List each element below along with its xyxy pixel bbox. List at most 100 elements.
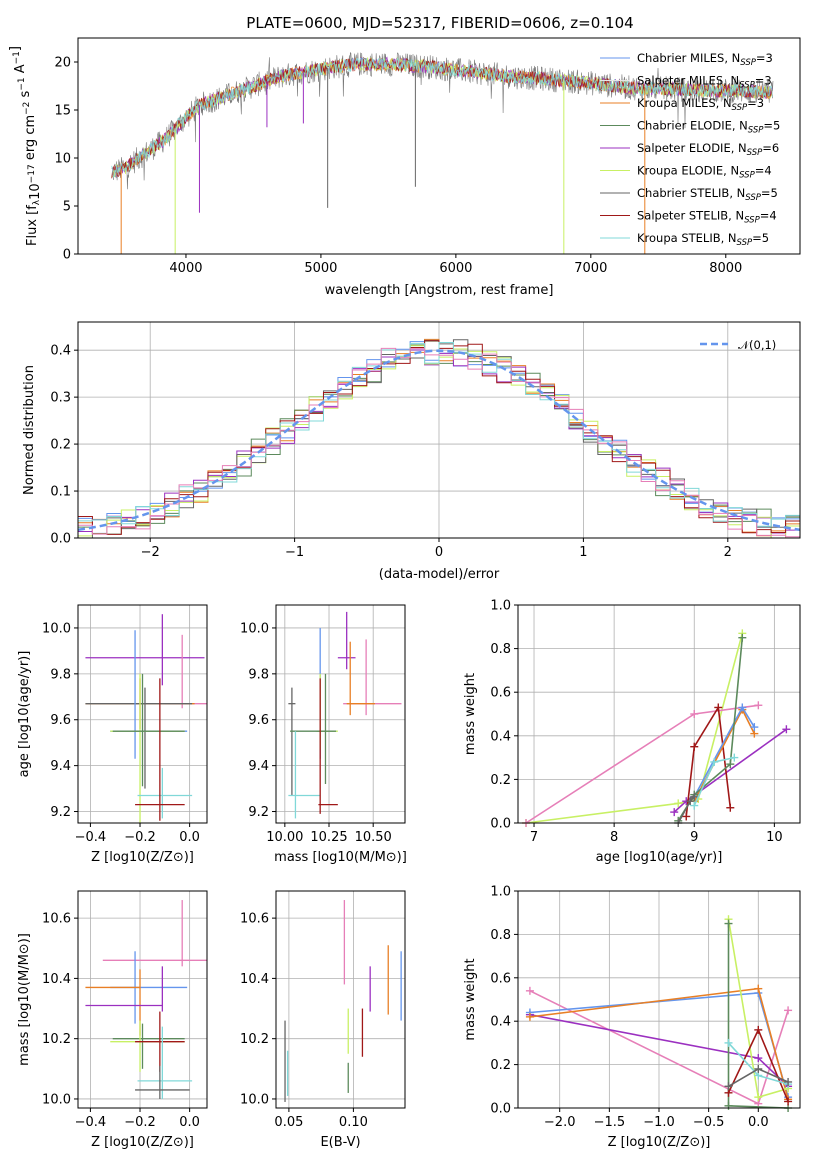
weight-marker [730, 753, 739, 762]
histogram-series [78, 342, 800, 527]
errorbar-point [85, 614, 205, 686]
y-tick-label: 10.2 [240, 1032, 269, 1047]
x-tick-label: −0.4 [75, 830, 107, 845]
weight-marker [724, 1038, 733, 1047]
x-tick-label: 10.00 [266, 830, 303, 845]
x-tick-label: 0.05 [274, 1115, 303, 1130]
legend-text-n: =5 [752, 231, 769, 245]
legend-text-main: Kroupa STELIB, N [637, 231, 737, 245]
y-tick-label: 9.8 [248, 667, 269, 682]
legend-text-n: =3 [747, 96, 764, 110]
y-tick-label: 10.0 [240, 1092, 269, 1107]
errorbar-point [110, 630, 188, 759]
legend-text-sub: SSP [745, 193, 761, 203]
weight-marker [690, 710, 699, 718]
x-tick-label: −0.4 [75, 1115, 107, 1130]
y-tick-label: 0.2 [50, 438, 71, 453]
legend-text-main: Chabrier STELIB, N [637, 186, 745, 200]
panel-residuals: −2 −1 0 1 2 0.0 0.1 0.2 0.3 0.4 (data-model)/error… [22, 321, 801, 582]
plot-area-z_vs_mass [85, 900, 207, 1099]
errorbar-point [290, 673, 337, 784]
legend-text-sub: SSP [739, 171, 755, 181]
x-tick-label: 0.0 [748, 1115, 769, 1130]
x-tick-label: −1 [285, 545, 304, 560]
weight-marker [784, 1097, 793, 1106]
weight-marker [754, 1054, 763, 1063]
y-axis-label: mass weight [463, 673, 478, 755]
errorbar-point [137, 1026, 193, 1099]
weight-marker [690, 801, 699, 810]
weight-marker [525, 1012, 534, 1021]
x-tick-label: 9 [690, 830, 698, 845]
weight-marker [682, 812, 691, 821]
weight-marker [754, 701, 763, 710]
legend-text-main: Salpeter MILES, N [637, 74, 739, 88]
y-tick-label: 0.0 [490, 817, 511, 832]
x-tick-label: −0.2 [124, 830, 156, 845]
y-axis-label-part: Flux [f [25, 205, 40, 246]
y-axis-label-part: erg cm [23, 115, 38, 164]
errorbar-point [164, 634, 207, 709]
panel-z_vs_mass: −0.4 −0.2 0.0 10.0 10.2 10.4 10.6 Z [log10(Z/Z⊙… [17, 890, 208, 1150]
errorbar-point [110, 1020, 185, 1072]
errorbar-point [318, 678, 338, 814]
panel-age_vs_weight: 7 8 9 10 0.0 0.2 0.4 0.6 0.8 1.0 age [log10(age/yr… [463, 599, 801, 865]
legend-text-main: Kroupa MILES, N [637, 96, 732, 110]
weight-marker [784, 1077, 793, 1086]
weight-marker [754, 1093, 763, 1102]
y-axis-label-part: −2 [22, 102, 32, 115]
axes-frame [275, 890, 406, 1109]
y-tick-label: 5 [63, 200, 71, 215]
errorbar-point [337, 611, 356, 670]
x-tick-label: −1.0 [643, 1115, 675, 1130]
y-axis-label-part: ] [8, 46, 23, 51]
x-tick-label: 5000 [304, 261, 337, 276]
legend-text-main: Chabrier ELODIE, N [637, 119, 748, 133]
legend-entry: Kroupa MILES, NSSP=3 [637, 96, 764, 113]
x-axis-label: E(B-V) [320, 1135, 360, 1150]
legend-text-n: =4 [760, 209, 777, 223]
x-tick-label: −1.5 [594, 1115, 626, 1130]
errorbar-point [135, 678, 185, 821]
legend-text-sub: SSP [747, 148, 763, 158]
weight-marker [724, 919, 733, 928]
y-tick-label: 10.0 [42, 1092, 71, 1107]
y-tick-label: 9.6 [50, 713, 71, 728]
x-tick-label: 6000 [439, 261, 472, 276]
plot-area-z_vs_weight [525, 915, 793, 1112]
x-tick-label: 1 [579, 545, 587, 560]
legend-entry: 𝒩(0,1) [738, 338, 776, 352]
legend-text-sub: SSP [739, 81, 755, 91]
x-axis-label: age [log10(age/yr)] [596, 850, 723, 865]
legend-entry: Chabrier STELIB, NSSP=5 [637, 186, 778, 203]
y-tick-label: 0.6 [490, 686, 511, 701]
x-tick-label: 0.10 [339, 1115, 368, 1130]
errorbar-point [135, 1011, 185, 1072]
weight-series-line [525, 704, 759, 824]
panel-mass_vs_age: 10.00 10.25 10.50 9.2 9.4 9.6 9.8 10.0 mass [log… [240, 604, 407, 865]
y-axis-label: age [log10(age/yr)] [17, 651, 32, 778]
legend-text-main: Chabrier MILES, N [637, 51, 740, 65]
weight-series-line [525, 633, 744, 824]
weight-marker [726, 760, 735, 769]
y-axis-label-part: A [13, 64, 28, 77]
weight-marker [724, 1082, 733, 1091]
x-tick-label: −0.2 [124, 1115, 156, 1130]
weight-marker [690, 792, 699, 801]
legend-entry: Chabrier ELODIE, NSSP=5 [637, 119, 780, 136]
errorbar-point [110, 673, 185, 823]
y-axis-label: Normed distribution [22, 365, 37, 495]
legend-entry: Salpeter MILES, NSSP=3 [637, 74, 772, 91]
weight-marker [674, 799, 683, 808]
x-axis-label: mass [log10(M/M⊙)] [274, 850, 407, 865]
y-tick-label: 0.3 [50, 391, 71, 406]
x-axis-label: (data-model)/error [379, 567, 500, 582]
weight-marker [714, 703, 723, 712]
y-tick-label: 15 [54, 104, 71, 119]
y-tick-label: 10.4 [42, 972, 71, 987]
errorbar-point [135, 1065, 190, 1099]
weight-marker [724, 1101, 733, 1110]
y-tick-label: 10.6 [240, 912, 269, 927]
panel-spectrum: 4000 5000 6000 7000 8000 0 5 10 15 20 wavelength [… [8, 37, 801, 298]
y-tick-label: 20 [54, 56, 71, 71]
